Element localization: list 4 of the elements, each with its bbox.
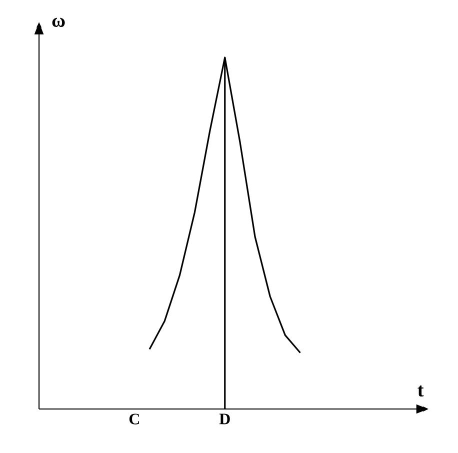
y-axis-title: ω bbox=[52, 18, 65, 27]
x-tick-label: D bbox=[219, 414, 230, 424]
x-axis-title: t bbox=[418, 386, 424, 397]
x-tick-label: C bbox=[129, 414, 139, 424]
